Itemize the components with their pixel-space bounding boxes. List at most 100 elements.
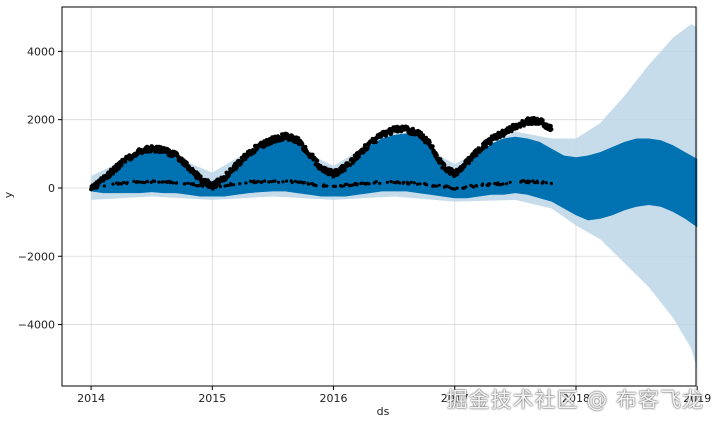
observed-point <box>355 182 359 186</box>
observed-point <box>374 180 378 184</box>
observed-point <box>119 163 124 168</box>
observed-point <box>153 179 157 183</box>
observed-point <box>398 181 402 185</box>
observed-point <box>175 181 179 185</box>
observed-point <box>425 183 429 187</box>
y-tick-label-2: 0 <box>48 182 55 195</box>
observed-point <box>409 180 413 184</box>
observed-point <box>469 157 474 162</box>
observed-point <box>137 180 142 184</box>
x-tick-label-0: 2014 <box>77 392 105 405</box>
observed-point <box>442 163 447 167</box>
observed-point <box>541 180 545 184</box>
observed-point <box>437 183 441 187</box>
observed-point <box>281 136 286 141</box>
observed-point <box>223 184 227 188</box>
observed-point <box>302 180 306 185</box>
x-axis-label: ds <box>377 405 390 418</box>
observed-point <box>536 181 540 185</box>
x-tick-label-5: 2019 <box>683 392 711 405</box>
forecast-area <box>91 133 698 228</box>
observed-point <box>256 179 260 183</box>
y-tick-label-3: 2000 <box>27 114 55 127</box>
observed-point <box>488 140 493 145</box>
observed-point <box>464 185 468 189</box>
observed-point <box>508 180 512 184</box>
observed-point <box>412 181 416 185</box>
observed-point <box>132 179 136 183</box>
x-axis-ticks: 2014 2015 2016 2017 2018 2019 <box>77 386 711 405</box>
observed-point <box>310 152 315 157</box>
observed-point <box>290 180 294 185</box>
observed-point <box>528 179 532 184</box>
y-axis-ticks: −4000 −2000 0 2000 4000 <box>18 45 62 332</box>
observed-point <box>161 180 165 184</box>
observed-point <box>143 181 147 185</box>
observed-point <box>471 185 476 189</box>
observed-point <box>232 183 236 187</box>
observed-point <box>267 180 271 184</box>
x-tick-label-1: 2015 <box>198 392 226 405</box>
observed-point <box>505 182 509 186</box>
observed-point <box>548 124 553 128</box>
observed-point <box>186 181 190 185</box>
observed-point <box>191 182 195 186</box>
observed-point <box>293 179 297 183</box>
observed-point <box>125 181 129 185</box>
observed-points <box>89 116 554 192</box>
observed-point <box>276 180 281 184</box>
observed-point <box>488 182 492 186</box>
observed-point <box>549 181 554 186</box>
forecast-band <box>91 133 698 228</box>
observed-point <box>540 118 545 123</box>
observed-point <box>157 180 161 184</box>
observed-point <box>385 180 389 184</box>
observed-point <box>367 182 371 186</box>
observed-point <box>339 184 343 188</box>
observed-point <box>498 183 502 187</box>
uncertainty-interval-band <box>91 24 698 369</box>
observed-point <box>360 181 364 185</box>
observed-point <box>123 159 128 164</box>
x-tick-label-2: 2016 <box>320 392 348 405</box>
observed-point <box>484 144 489 149</box>
uncertainty-interval-area <box>91 24 698 369</box>
observed-point <box>378 181 382 185</box>
observed-point <box>285 179 289 183</box>
observed-point <box>198 174 203 179</box>
observed-point <box>314 184 318 188</box>
observed-point <box>501 182 505 186</box>
observed-point <box>300 142 305 147</box>
observed-point <box>389 180 393 184</box>
observed-point <box>373 140 378 145</box>
observed-point <box>238 182 242 186</box>
observed-point <box>244 181 248 185</box>
observed-point <box>122 180 126 185</box>
y-tick-label-4: 4000 <box>27 45 55 58</box>
observed-point <box>234 165 239 170</box>
y-axis-label: y <box>2 191 15 198</box>
observed-point <box>481 182 485 186</box>
observed-point <box>434 153 439 158</box>
observed-point <box>260 180 264 184</box>
observed-point <box>263 179 267 183</box>
watermark-text: 掘金技术社区 @ 布客飞龙 <box>446 388 704 412</box>
observed-point <box>434 184 438 188</box>
x-tick-label-3: 2017 <box>441 392 469 405</box>
observed-point <box>533 181 537 185</box>
observed-point <box>183 182 187 186</box>
observed-point <box>315 158 320 163</box>
observed-point <box>325 184 329 188</box>
observed-point <box>252 150 257 155</box>
observed-point <box>218 185 222 189</box>
observed-point <box>146 180 150 184</box>
observed-point <box>427 140 432 145</box>
observed-point <box>102 184 106 188</box>
observed-point <box>549 127 554 132</box>
observed-point <box>356 154 361 159</box>
observed-point <box>345 182 349 186</box>
observed-point <box>430 144 435 149</box>
observed-point <box>281 180 285 184</box>
observed-point <box>363 143 367 148</box>
